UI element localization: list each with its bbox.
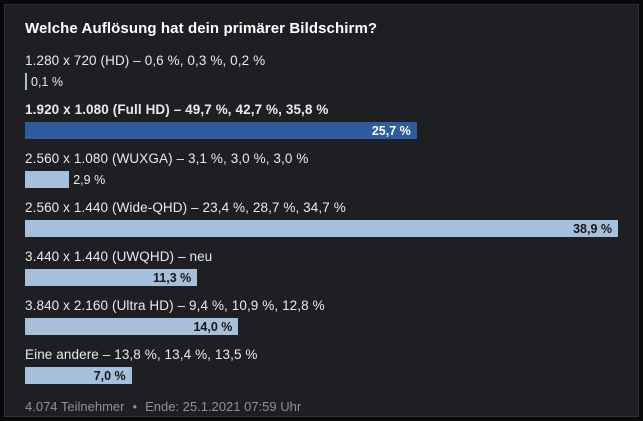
poll-option-label: 2.560 x 1.080 (WUXGA) – 3,1 %, 3,0 %, 3,… [25, 151, 309, 166]
poll-option-row: 1.280 x 720 (HD) – 0,6 %, 0,3 %, 0,2 % 0,… [25, 52, 618, 90]
bar-track: 11,3 % [25, 269, 618, 286]
poll-option-label: 1.920 x 1.080 (Full HD) – 49,7 %, 42,7 %… [25, 102, 329, 117]
bar-track: 25,7 % [25, 122, 618, 139]
poll-option-row: 3.440 x 1.440 (UWQHD) – neu 11,3 % [25, 248, 618, 286]
result-bar: 11,3 % [25, 269, 198, 286]
poll-footer: 4.074 Teilnehmer • Ende: 25.1.2021 07:59… [25, 395, 618, 414]
poll-option-label: 2.560 x 1.440 (Wide-QHD) – 23,4 %, 28,7 … [25, 200, 346, 215]
poll-option-row: 3.840 x 2.160 (Ultra HD) – 9,4 %, 10,9 %… [25, 297, 618, 335]
result-bar: 38,9 % [25, 220, 618, 237]
bar-track: 38,9 % [25, 220, 618, 237]
result-bar: 7,0 % [25, 367, 132, 384]
poll-end-date: Ende: 25.1.2021 07:59 Uhr [145, 399, 302, 414]
poll-option-label: 3.840 x 2.160 (Ultra HD) – 9,4 %, 10,9 %… [25, 298, 325, 313]
result-bar: 14,0 % [25, 318, 239, 335]
bar-track: 0,1 % [25, 73, 618, 90]
poll-option-row: Eine andere – 13,8 %, 13,4 %, 13,5 % 7,0 … [25, 346, 618, 384]
bar-rows: 1.280 x 720 (HD) – 0,6 %, 0,3 %, 0,2 % 0,… [25, 52, 618, 395]
bar-value-label: 7,0 % [93, 368, 126, 383]
bar-value-label: 14,0 % [193, 319, 233, 334]
result-bar [25, 171, 70, 188]
participants-count: 4.074 Teilnehmer [25, 399, 125, 414]
bar-value-label: 0,1 % [31, 74, 63, 89]
poll-option-label: 3.440 x 1.440 (UWQHD) – neu [25, 249, 213, 264]
bar-value-label: 11,3 % [153, 270, 192, 285]
footer-separator-dot: • [132, 399, 138, 414]
poll-option-label: Eine andere – 13,8 %, 13,4 %, 13,5 % [25, 347, 258, 362]
bar-track: 7,0 % [25, 367, 618, 384]
bar-value-label: 25,7 % [371, 123, 411, 138]
poll-panel: Welche Auflösung hat dein primärer Bilds… [4, 4, 639, 417]
bar-track: 2,9 % [25, 171, 618, 188]
poll-option-row: 2.560 x 1.080 (WUXGA) – 3,1 %, 3,0 %, 3,… [25, 150, 618, 188]
bar-track: 14,0 % [25, 318, 618, 335]
poll-option-row: 1.920 x 1.080 (Full HD) – 49,7 %, 42,7 %… [25, 101, 618, 139]
result-bar: 25,7 % [25, 122, 417, 139]
bar-value-label: 38,9 % [573, 221, 612, 236]
bar-value-label: 2,9 % [73, 172, 106, 187]
result-bar [25, 73, 27, 90]
poll-option-row: 2.560 x 1.440 (Wide-QHD) – 23,4 %, 28,7 … [25, 199, 618, 237]
poll-option-label: 1.280 x 720 (HD) – 0,6 %, 0,3 %, 0,2 % [25, 53, 266, 68]
poll-title: Welche Auflösung hat dein primärer Bilds… [25, 20, 378, 37]
